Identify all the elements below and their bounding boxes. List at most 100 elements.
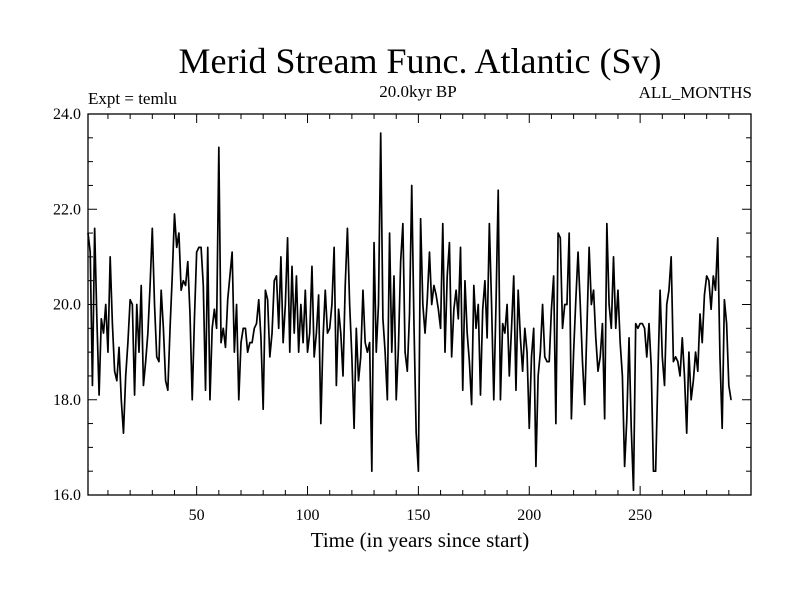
data-point (479, 394, 482, 396)
data-point (326, 332, 329, 334)
data-point (612, 256, 615, 258)
data-point (448, 241, 451, 244)
data-point (127, 342, 129, 344)
data-point (402, 222, 404, 225)
data-point (224, 346, 227, 348)
data-point (714, 289, 717, 291)
data-point (196, 251, 198, 253)
data-point (355, 327, 357, 329)
data-point (641, 322, 643, 325)
data-point (488, 222, 490, 225)
data-point (264, 289, 266, 291)
y-tick-label: 16.0 (53, 487, 81, 504)
data-point (122, 432, 125, 434)
data-point (486, 337, 488, 339)
data-point (648, 322, 650, 325)
data-point (608, 303, 610, 306)
data-point (635, 322, 637, 325)
data-point (561, 327, 564, 329)
data-point (730, 399, 732, 401)
data-point (728, 384, 730, 387)
data-point (375, 351, 377, 353)
months-label: ALL_MONTHS (639, 83, 752, 102)
data-point (557, 232, 559, 234)
data-point (701, 342, 703, 344)
data-point (726, 322, 728, 325)
data-point (282, 342, 284, 344)
data-point (337, 308, 340, 310)
data-point (120, 399, 122, 401)
data-point (475, 327, 477, 329)
data-point (198, 246, 200, 248)
data-point (251, 342, 253, 344)
data-point (220, 342, 222, 344)
data-point (136, 303, 138, 306)
data-point (595, 337, 597, 339)
data-point (513, 275, 515, 277)
data-point (581, 361, 584, 363)
data-point (471, 403, 473, 406)
data-point (592, 289, 595, 291)
data-point (211, 327, 213, 329)
data-point (462, 389, 464, 391)
data-point (313, 356, 315, 358)
data-point (621, 375, 623, 377)
data-point (169, 327, 171, 329)
data-point (697, 370, 699, 372)
data-point (298, 351, 300, 353)
data-point (193, 318, 196, 320)
data-point (380, 132, 382, 134)
data-point (628, 337, 630, 339)
data-point (284, 303, 286, 306)
data-point (455, 289, 457, 291)
data-point (357, 380, 360, 382)
data-point (329, 327, 331, 329)
data-point (566, 303, 568, 306)
data-point (151, 227, 153, 229)
data-point (555, 422, 557, 425)
data-point (269, 356, 271, 358)
data-point (719, 356, 721, 358)
data-point (548, 361, 550, 363)
data-point (703, 294, 706, 296)
data-point (490, 303, 493, 306)
data-point (202, 284, 204, 287)
data-point (694, 351, 697, 353)
data-point (249, 342, 251, 344)
data-point (679, 375, 681, 377)
data-point (165, 380, 167, 382)
data-point (632, 489, 635, 491)
data-point (546, 361, 548, 363)
data-point (238, 399, 240, 401)
data-point (712, 275, 714, 277)
data-point (539, 351, 541, 353)
data-point (133, 394, 136, 396)
x-tick-label: 250 (628, 507, 652, 524)
data-point (408, 313, 411, 315)
data-point (105, 303, 107, 306)
data-point (324, 289, 326, 291)
data-point (444, 351, 446, 353)
data-point (459, 246, 462, 248)
data-point (342, 375, 344, 377)
data-point (537, 375, 539, 377)
data-point (675, 356, 677, 358)
data-point (149, 284, 151, 287)
data-point (426, 299, 428, 301)
data-point (466, 332, 468, 334)
data-point (699, 313, 701, 315)
data-point (639, 322, 641, 325)
data-point (176, 246, 178, 248)
data-point (495, 303, 497, 306)
data-point (98, 394, 100, 396)
data-point (162, 327, 164, 329)
data-point (666, 303, 668, 306)
data-point (109, 256, 111, 258)
data-point (371, 470, 373, 472)
data-point (683, 375, 686, 377)
data-point (182, 280, 184, 282)
data-point (335, 384, 337, 387)
data-point (273, 280, 275, 282)
data-point (453, 308, 455, 310)
